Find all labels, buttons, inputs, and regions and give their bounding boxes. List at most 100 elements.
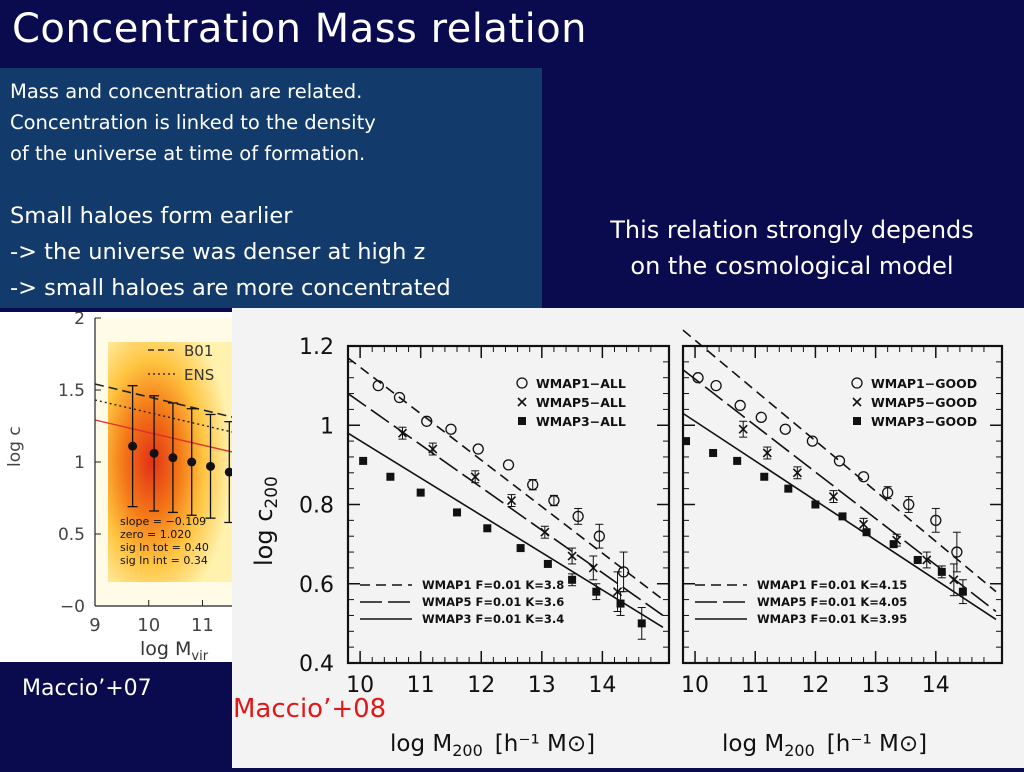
legend-label: WMAP5−ALL: [536, 395, 626, 410]
panel-all-haloes: 10 11 12 13 14 1.2 1 0.8 0.6 0.4 WMAP1−ALL WMAP5−AL…: [299, 335, 671, 698]
cross-marker: [852, 397, 862, 407]
intro-line: of the universe at time of formation.: [10, 142, 366, 165]
intro-line: Concentration is linked to the density: [10, 111, 376, 134]
filled-square-marker: [838, 512, 847, 521]
open-circle-marker: [903, 498, 915, 511]
b01-fit-line: [94, 383, 232, 418]
filled-square-marker: [784, 484, 793, 493]
median-point: [206, 461, 216, 471]
x-tick-label: 11: [407, 673, 435, 698]
fit-legend-label: WMAP1 F=0.01 K=4.15: [757, 578, 907, 592]
filled-square-marker: [483, 524, 492, 533]
filled-square-marker: [568, 575, 577, 584]
panel-b-x-axis-label: log M200 [h⁻¹ M⊙]: [722, 731, 927, 760]
legend-label-ens: ENS: [184, 366, 214, 384]
legend-label-b01: B01: [184, 342, 213, 360]
x-tick-label: 12: [801, 673, 829, 698]
y-tick-label: 0.6: [299, 573, 334, 598]
open-circle-marker: [372, 379, 384, 392]
filled-square-marker: [543, 559, 552, 568]
maccio07-chart: 2 1.5 1 0.5 −09 10 11 B01 ENS slope = −0.109 z…: [5, 312, 232, 662]
filled-square-marker: [386, 472, 395, 481]
cross-stroke: [922, 555, 932, 565]
cross-marker: [792, 468, 802, 478]
panel-a-x-axis-label: log M200 [h⁻¹ M⊙]: [390, 731, 595, 760]
maccio07-figure: 2 1.5 1 0.5 −0 9 10 11 B01 ENS slope = −0.109 z…: [0, 312, 232, 662]
cross-stroke: [792, 468, 802, 478]
panel-good-haloes: 10 11 12 13 14 WMAP1−GOOD WMAP5−GOOD WMAP3−GOOD…: [681, 329, 1004, 698]
fit-sig-int-text: sig ln int = 0.34: [120, 554, 208, 567]
cross-stroke: [397, 428, 408, 438]
small-haloes-paragraph: Small haloes form earlier -> the univers…: [10, 198, 540, 306]
fit-slope-text: slope = −0.109: [120, 515, 206, 528]
left-x-axis-label: log Mvir: [140, 638, 209, 662]
filled-square-marker: [637, 619, 646, 628]
left-y-axis-label: log c: [5, 426, 25, 467]
filled-square-marker: [359, 456, 368, 465]
open-circle-marker: [516, 377, 528, 389]
fit-zero-text: zero = 1.020: [120, 528, 191, 541]
cross-stroke: [540, 527, 550, 537]
x-tick-label: 10: [137, 615, 160, 636]
open-circle-marker: [472, 443, 484, 455]
cosmology-note: This relation strongly depends on the co…: [560, 212, 1024, 284]
filled-square-marker: [760, 472, 769, 481]
ens-fit-line: [94, 399, 232, 433]
fit-sig-tot-text: sig ln tot = 0.40: [120, 541, 209, 554]
cross-stroke: [588, 563, 598, 573]
y-tick-label: 0.5: [58, 525, 85, 545]
cross-marker: [588, 563, 598, 573]
median-point: [187, 457, 197, 467]
cross-stroke: [949, 575, 959, 585]
cross-marker: [922, 555, 932, 565]
cross-marker: [762, 448, 772, 458]
filled-square-marker: [453, 508, 462, 517]
open-circle-marker: [755, 411, 767, 423]
open-circle-marker: [692, 372, 704, 384]
caption-maccio07: Maccio’+07: [22, 676, 152, 701]
legend-label: WMAP3−GOOD: [871, 414, 977, 429]
fit-legend-label: WMAP3 F=0.01 K=3.4: [422, 612, 564, 626]
open-circle-marker: [421, 415, 433, 427]
cross-stroke: [567, 551, 577, 561]
open-circle-marker: [930, 514, 942, 527]
small-haloes-line: -> the universe was denser at high z: [10, 239, 426, 265]
fit-line-wmap3: [347, 432, 664, 629]
cross-marker: [506, 495, 517, 506]
cross-marker: [738, 424, 748, 434]
cross-marker: [397, 428, 408, 438]
intro-paragraph: Mass and concentration are related. Conc…: [10, 76, 530, 169]
right-y-axis-label: log c200: [250, 476, 282, 566]
filled-square-marker: [416, 488, 425, 497]
intro-line: Mass and concentration are related.: [10, 80, 363, 103]
y-tick-label: 1: [74, 453, 85, 473]
fit-legend-label: WMAP5 F=0.01 K=3.6: [422, 595, 564, 609]
open-circle-marker: [527, 479, 539, 491]
x-tick-label: 10: [681, 673, 709, 698]
legend-label: WMAP5−GOOD: [871, 395, 977, 410]
caption-maccio08: Maccio’+08: [233, 694, 387, 724]
open-circle-marker: [779, 423, 791, 435]
cross-marker: [949, 575, 959, 585]
y-tick-label: 1.5: [58, 381, 85, 401]
red-fit-line: [94, 419, 232, 453]
slide-title: Concentration Mass relation: [12, 6, 588, 52]
fit-legend-label: WMAP3 F=0.01 K=3.95: [757, 612, 907, 626]
cross-marker: [540, 527, 550, 537]
open-circle-marker: [548, 494, 560, 507]
median-point: [149, 448, 159, 458]
cross-stroke: [428, 444, 438, 454]
cross-marker: [828, 492, 839, 502]
filled-square-marker: [853, 417, 861, 425]
legend-label: WMAP3−ALL: [536, 414, 626, 429]
cross-stroke: [506, 495, 517, 506]
legend-label: WMAP1−ALL: [536, 376, 626, 391]
open-circle-marker: [734, 399, 746, 412]
note-line: on the cosmological model: [630, 252, 954, 280]
cross-marker: [470, 472, 480, 482]
open-circle-marker: [806, 435, 819, 447]
median-point: [168, 453, 178, 463]
filled-square-marker: [592, 587, 601, 596]
x-tick-label: 11: [191, 615, 214, 636]
x-tick-label: 9: [89, 615, 100, 636]
